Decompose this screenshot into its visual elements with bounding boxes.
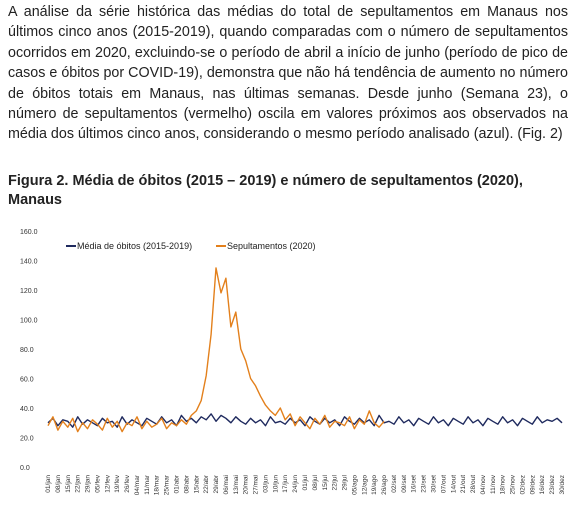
x-tick-label: 25/mar (164, 474, 171, 495)
x-tick-label: 17/jun (282, 475, 289, 493)
y-tick-label: 140.0 (20, 259, 38, 266)
x-tick-label: 16/set (411, 475, 418, 493)
x-tick-label: 02/dez (519, 475, 526, 495)
x-tick-label: 07/out (440, 475, 447, 493)
x-tick-label: 25/nov (510, 474, 517, 494)
x-tick-label: 14/out (450, 475, 457, 493)
x-tick-label: 30/dez (559, 475, 566, 495)
x-tick-label: 29/jan (85, 475, 92, 493)
x-tick-label: 08/jan (55, 475, 62, 493)
x-tick-label: 12/ago (361, 475, 368, 495)
x-tick-label: 08/jul (312, 474, 319, 490)
x-tick-label: 18/nov (500, 474, 507, 494)
x-tick-label: 22/jul (332, 474, 339, 490)
y-tick-label: 160.0 (20, 229, 38, 236)
y-tick-label: 80.0 (20, 347, 34, 354)
x-tick-label: 09/dez (529, 475, 536, 495)
y-tick-label: 0.0 (20, 465, 30, 472)
y-tick-label: 60.0 (20, 377, 34, 384)
y-tick-label: 20.0 (20, 436, 34, 443)
x-tick-label: 13/mai (233, 475, 240, 495)
x-tick-label: 29/abr (213, 474, 220, 493)
x-tick-label: 12/fev (104, 474, 111, 492)
x-tick-label: 04/mar (134, 474, 141, 495)
x-tick-label: 09/set (401, 475, 408, 493)
legend-label: Sepultamentos (2020) (227, 241, 316, 251)
x-tick-label: 28/out (470, 475, 477, 493)
x-tick-label: 20/mai (243, 475, 250, 495)
x-tick-label: 23/set (421, 475, 428, 493)
x-tick-label: 01/jan (45, 475, 52, 493)
x-tick-label: 02/set (391, 475, 398, 493)
x-tick-label: 19/fev (114, 474, 121, 492)
x-tick-label: 04/nov (480, 474, 487, 494)
x-tick-label: 11/nov (490, 474, 497, 494)
x-tick-label: 19/ago (371, 475, 378, 495)
x-tick-label: 15/abr (193, 474, 200, 493)
x-tick-label: 15/jan (65, 475, 72, 493)
x-tick-label: 05/fev (94, 474, 101, 492)
x-tick-label: 18/mar (154, 474, 161, 495)
x-tick-label: 22/abr (203, 474, 210, 493)
x-tick-label: 22/jan (75, 475, 82, 493)
x-tick-label: 01/jul (302, 474, 309, 490)
y-tick-label: 100.0 (20, 318, 38, 325)
x-tick-label: 26/fev (124, 474, 131, 492)
x-tick-label: 29/jul (342, 474, 349, 490)
x-tick-label: 01/abr (174, 474, 181, 493)
x-tick-label: 27/mai (253, 475, 260, 495)
x-tick-label: 15/jul (322, 474, 329, 490)
y-tick-label: 40.0 (20, 406, 34, 413)
paragraph: A análise da série histórica das médias … (8, 4, 568, 143)
x-tick-label: 21/out (460, 475, 467, 493)
x-tick-label: 10/jun (272, 475, 279, 493)
x-tick-label: 08/abr (183, 474, 190, 493)
x-tick-label: 23/dez (549, 475, 556, 495)
chart: 0.0 20.0 40.0 60.0 80.0 100.0 120.0 140.0 160.0 0… (20, 229, 566, 495)
y-tick-label: 120.0 (20, 288, 38, 295)
series-line (47, 413, 563, 428)
x-tick-label: 11/mar (144, 474, 151, 495)
figure-caption: Figura 2. Média de óbitos (2015 – 2019) … (8, 173, 523, 208)
x-tick-label: 06/mai (223, 475, 230, 495)
series-line (47, 267, 385, 433)
legend-label: Média de óbitos (2015-2019) (77, 241, 192, 251)
x-tick-label: 03/jun (262, 475, 269, 493)
x-tick-label: 26/ago (381, 475, 388, 495)
x-tick-label: 05/ago (351, 475, 358, 495)
x-tick-label: 16/dez (539, 475, 546, 495)
x-tick-label: 30/set (431, 475, 438, 493)
x-tick-label: 24/jun (292, 475, 299, 493)
